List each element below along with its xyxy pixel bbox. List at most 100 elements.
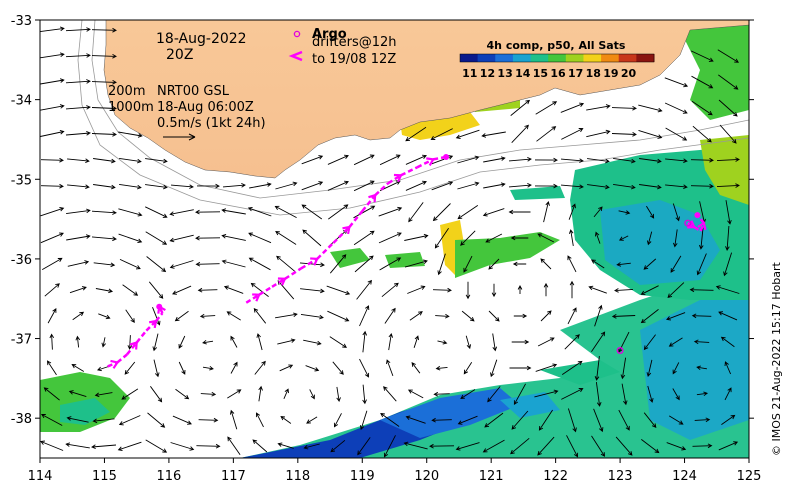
- colorbar-tick-label: 12: [480, 67, 495, 80]
- velocity-arrow: [202, 339, 214, 345]
- velocity-arrow: [510, 235, 529, 241]
- velocity-arrow: [277, 338, 296, 345]
- velocity-arrow: [513, 383, 526, 406]
- velocity-arrow: [482, 439, 505, 453]
- drifter-segment: [687, 222, 695, 229]
- velocity-arrow: [720, 336, 735, 348]
- drifter-chevron: [368, 193, 377, 203]
- velocity-arrow: [405, 415, 426, 424]
- velocity-arrow: [508, 182, 532, 188]
- credit-text: © IMOS 21-Aug-2022 15:17 Hobart: [770, 262, 783, 456]
- velocity-arrow: [65, 27, 91, 32]
- velocity-arrow: [696, 391, 709, 397]
- drifter-segment: [699, 222, 706, 232]
- velocity-arrow: [566, 435, 579, 458]
- x-tick-label: 117: [221, 469, 246, 484]
- velocity-arrow: [152, 307, 161, 326]
- velocity-arrow: [65, 105, 91, 110]
- y-tick-label: -36: [11, 253, 32, 268]
- velocity-arrow: [221, 208, 246, 215]
- velocity-arrow: [254, 360, 266, 375]
- velocity-arrow: [404, 259, 428, 268]
- velocity-arrow: [492, 333, 498, 352]
- velocity-arrow: [718, 441, 739, 451]
- velocity-arrow: [404, 233, 429, 241]
- velocity-arrow: [253, 307, 267, 324]
- velocity-arrow: [538, 409, 553, 431]
- drifter-segment: [271, 277, 286, 288]
- velocity-arrow: [646, 231, 653, 246]
- drifter-head: [156, 303, 163, 310]
- velocity-arrow: [591, 331, 606, 353]
- velocity-arrow: [517, 285, 523, 294]
- velocity-arrow: [145, 231, 168, 245]
- velocity-arrow: [276, 255, 296, 273]
- velocity-arrow: [330, 439, 346, 453]
- velocity-arrow: [724, 361, 732, 375]
- velocity-arrow: [543, 282, 549, 297]
- velocity-arrow: [693, 339, 710, 345]
- velocity-arrow: [386, 359, 394, 377]
- velocity-arrow: [71, 364, 85, 372]
- velocity-arrow: [567, 307, 577, 325]
- drifter-segment: [284, 267, 302, 280]
- colorbar-swatch: [512, 54, 532, 62]
- velocity-arrow: [353, 180, 375, 192]
- velocity-arrow: [380, 412, 400, 427]
- velocity-arrow: [353, 154, 375, 166]
- drifter-tracks: [107, 153, 707, 369]
- drifter-segment: [116, 353, 128, 364]
- drifter-chevron: [277, 277, 287, 286]
- y-tick-label: -37: [11, 333, 32, 348]
- velocity-arrow: [587, 184, 610, 190]
- velocity-arrow: [40, 183, 64, 189]
- drifter-segment: [158, 306, 164, 314]
- velocity-arrow: [407, 285, 426, 294]
- velocity-arrow: [690, 157, 714, 163]
- velocity-arrow: [145, 184, 168, 190]
- velocity-arrow: [411, 362, 421, 374]
- velocity-arrow: [564, 334, 580, 350]
- velocity-arrow: [611, 314, 636, 319]
- velocity-arrow: [336, 386, 341, 403]
- velocity-arrow: [326, 285, 351, 296]
- velocity-arrow: [362, 384, 367, 405]
- velocity-arrow: [690, 183, 714, 189]
- drifter-chevron: [687, 220, 696, 229]
- velocity-arrow: [567, 255, 577, 273]
- colorbar-tick-label: 19: [603, 67, 618, 80]
- velocity-arrow: [611, 106, 637, 111]
- velocity-arrow: [67, 158, 90, 164]
- velocity-arrow: [593, 408, 604, 433]
- colorbar-frame: [459, 53, 655, 63]
- colorbar-swatch: [601, 54, 620, 62]
- velocity-arrow: [437, 253, 446, 276]
- velocity-arrow: [354, 255, 374, 273]
- velocity-arrow: [72, 311, 85, 321]
- isobath-label-200: 200m: [108, 84, 145, 99]
- velocity-arrow: [537, 233, 555, 243]
- velocity-arrow: [535, 363, 558, 372]
- velocity-arrow: [172, 415, 192, 425]
- velocity-arrow: [66, 234, 91, 241]
- velocity-arrow: [146, 256, 167, 273]
- velocity-arrow: [457, 415, 478, 425]
- drifter-chevron: [342, 225, 351, 235]
- velocity-arrow: [664, 102, 688, 114]
- velocity-arrow: [40, 157, 64, 163]
- velocity-arrow: [537, 436, 555, 456]
- sst-patch-south-blue: [500, 392, 560, 418]
- y-tick-label: -38: [11, 412, 32, 427]
- colorbar-tick-label: 14: [515, 67, 531, 80]
- velocity-arrow: [725, 200, 732, 225]
- velocity-arrow: [429, 443, 455, 449]
- x-axis: 114 115 116 117 118 119 120 121 122 123 124 125: [28, 458, 761, 484]
- velocity-arrow: [283, 388, 289, 399]
- isobath-1000m: [77, 20, 749, 216]
- velocity-arrow: [118, 131, 143, 138]
- velocity-arrow: [698, 227, 704, 250]
- sst-patch-far-east-warm: [700, 135, 749, 205]
- velocity-arrow: [665, 184, 688, 190]
- velocity-arrow: [594, 304, 603, 327]
- velocity-arrow: [490, 359, 498, 378]
